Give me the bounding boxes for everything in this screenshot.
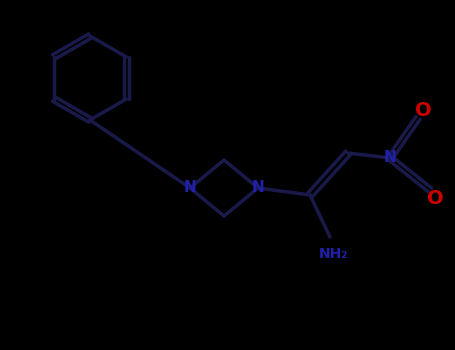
Text: N: N (252, 181, 264, 196)
Text: N: N (184, 181, 197, 196)
Text: NH₂: NH₂ (318, 247, 348, 261)
Text: O: O (427, 189, 443, 208)
Text: O: O (415, 100, 431, 119)
Text: N: N (384, 150, 396, 166)
